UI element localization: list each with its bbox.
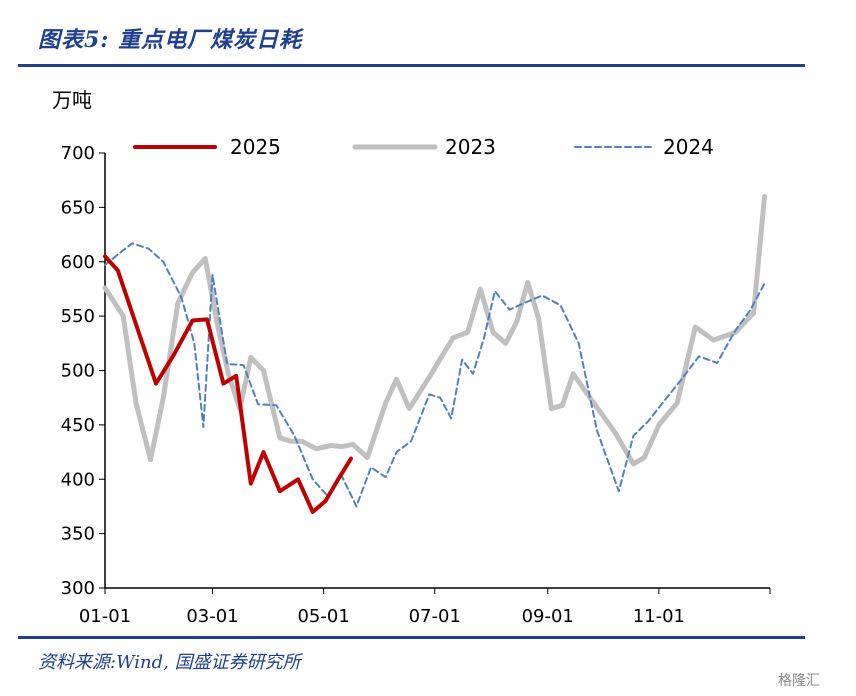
y-tick-label: 600: [61, 252, 95, 273]
source-note: 资料来源:Wind, 国盛证券研究所: [38, 652, 301, 673]
series-line-2025: [103, 254, 353, 514]
y-tick-label: 400: [61, 469, 95, 490]
y-tick-label: 450: [61, 415, 95, 436]
y-tick-label: 300: [61, 578, 95, 599]
legend-label-2025: 2025: [230, 135, 281, 159]
x-tick-label: 03-01: [186, 606, 238, 627]
chart-title: 图表5: 重点电厂煤炭日耗: [38, 27, 303, 53]
y-tick-label: 650: [61, 197, 95, 218]
legend-label-2023: 2023: [445, 135, 496, 159]
bottom-divider: [18, 636, 805, 639]
watermark: 格隆汇: [778, 673, 820, 689]
x-tick-label: 05-01: [297, 606, 349, 627]
y-tick-label: 700: [61, 143, 95, 164]
legend-label-2024: 2024: [663, 135, 714, 159]
x-tick-label: 09-01: [522, 606, 574, 627]
top-divider: [18, 64, 805, 67]
y-tick-label: 350: [61, 524, 95, 545]
chart-header: 图表5: 重点电厂煤炭日耗: [38, 22, 302, 54]
x-tick-label: 11-01: [633, 606, 685, 627]
series-line-2024: [104, 242, 766, 508]
y-axis-unit-label: 万吨: [52, 88, 92, 112]
y-tick-label: 550: [61, 306, 95, 327]
y-tick-label: 500: [61, 361, 95, 382]
series-line-2023: [102, 194, 767, 467]
x-tick-label: 01-01: [79, 606, 131, 627]
x-tick-label: 07-01: [409, 606, 461, 627]
